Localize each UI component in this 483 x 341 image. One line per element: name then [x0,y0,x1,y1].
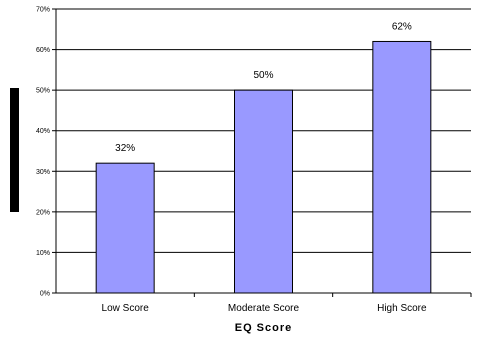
x-axis-title: EQ Score [235,322,293,334]
bar [234,89,293,294]
y-tick-label: 10% [36,250,50,257]
category-label: Low Score [102,303,150,314]
y-tick-label: 0% [40,291,50,298]
category-label: High Score [377,303,427,314]
bars [95,40,432,294]
y-tick-label: 70% [36,7,50,14]
x-axis-categories: Low Score Moderate Score High Score [102,293,472,314]
data-label: 62% [392,21,412,32]
data-label: 32% [115,143,135,154]
y-axis-label-block [10,88,19,212]
data-labels: 32% 50% 62% [115,21,412,154]
y-tick-label: 20% [36,209,50,216]
category-label: Moderate Score [228,303,300,314]
y-tick-label: 40% [36,128,50,135]
y-tick-label: 50% [36,88,50,95]
y-axis-ticks: 0% 10% 20% 30% 40% 50% 60% 70% [36,7,56,298]
bar [95,162,155,294]
y-tick-label: 60% [36,47,50,54]
bar [372,40,432,294]
y-tick-label: 30% [36,169,50,176]
data-label: 50% [253,70,273,81]
